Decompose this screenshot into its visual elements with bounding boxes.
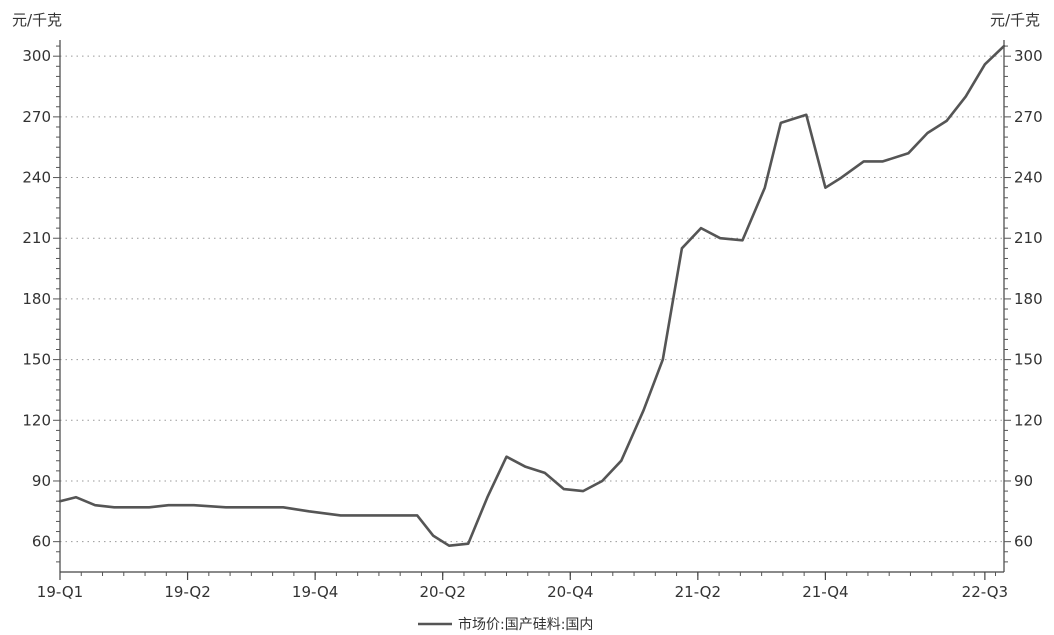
axis-ticks (53, 45, 1011, 580)
y-tick-label-left: 240 (22, 169, 51, 187)
y-axis-left-unit: 元/千克 (12, 11, 62, 29)
y-axis-right-unit: 元/千克 (990, 11, 1040, 29)
y-tick-label-right: 270 (1014, 108, 1043, 126)
y-tick-label-left: 180 (22, 290, 51, 308)
x-tick-label: 21-Q2 (675, 583, 721, 601)
axes (59, 40, 1005, 573)
y-tick-label-right: 210 (1014, 229, 1043, 247)
y-tick-label-right: 90 (1014, 472, 1033, 490)
y-tick-label-left: 300 (22, 47, 51, 65)
y-tick-label-left: 90 (32, 472, 51, 490)
legend-label: 市场价:国产硅料:国内 (458, 616, 593, 633)
y-tick-label-right: 60 (1014, 533, 1033, 551)
y-tick-label-left: 120 (22, 411, 51, 429)
series-line-0 (58, 44, 1006, 548)
x-tick-label: 20-Q4 (547, 583, 593, 601)
x-tick-label: 21-Q4 (802, 583, 848, 601)
y-tick-label-left: 150 (22, 351, 51, 369)
grid-lines (60, 55, 1004, 543)
y-tick-label-right: 240 (1014, 169, 1043, 187)
series-layer (58, 44, 1006, 548)
y-tick-label-left: 210 (22, 229, 51, 247)
y-tick-label-right: 120 (1014, 411, 1043, 429)
tick-labels: 60 60 90 90 120 120 150 150 180 180 210 210 240 240 27… (22, 47, 1042, 601)
x-tick-label: 22-Q3 (962, 583, 1008, 601)
legend: 市场价:国产硅料:国内 (418, 616, 593, 633)
y-tick-label-left: 270 (22, 108, 51, 126)
x-tick-label: 19-Q2 (164, 583, 210, 601)
x-tick-label: 19-Q1 (37, 583, 83, 601)
x-tick-label: 20-Q2 (419, 583, 465, 601)
y-tick-label-right: 300 (1014, 47, 1043, 65)
x-tick-label: 19-Q4 (292, 583, 338, 601)
y-tick-label-right: 180 (1014, 290, 1043, 308)
y-tick-label-right: 150 (1014, 351, 1043, 369)
y-tick-label-left: 60 (32, 533, 51, 551)
